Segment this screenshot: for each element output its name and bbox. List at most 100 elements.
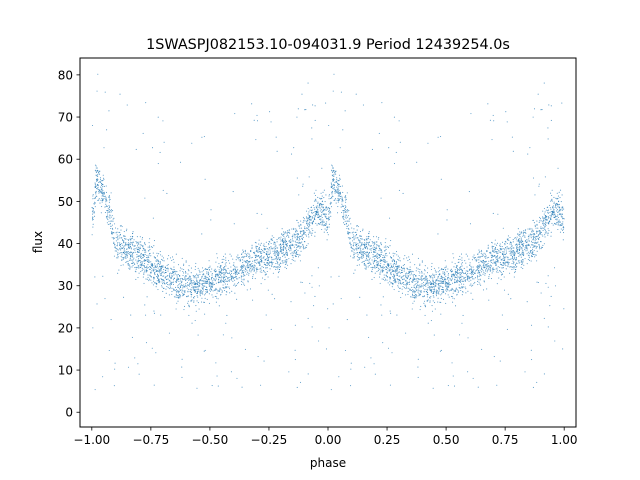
data-point <box>344 220 346 222</box>
data-point <box>529 251 531 253</box>
data-point <box>484 261 486 263</box>
data-point <box>308 215 310 217</box>
data-point <box>120 229 122 231</box>
data-point <box>433 334 435 336</box>
data-point <box>168 276 171 278</box>
data-point <box>396 270 398 272</box>
data-point <box>417 376 419 378</box>
data-point <box>540 109 542 111</box>
data-point <box>193 284 195 286</box>
data-point <box>107 219 109 221</box>
data-point <box>148 278 150 280</box>
data-point <box>548 223 550 225</box>
data-point <box>282 243 285 245</box>
data-point <box>100 199 102 201</box>
data-point <box>136 251 138 253</box>
data-point <box>157 260 159 262</box>
data-point <box>370 251 372 253</box>
data-point <box>349 241 351 243</box>
data-point <box>301 230 303 232</box>
data-point <box>105 185 107 187</box>
data-point <box>290 301 292 303</box>
data-point <box>282 252 284 254</box>
data-point <box>463 278 465 280</box>
data-point <box>164 271 166 274</box>
data-point <box>240 280 242 282</box>
data-point <box>559 209 561 211</box>
data-point <box>511 258 513 260</box>
data-point <box>315 198 317 200</box>
data-point <box>252 299 254 301</box>
data-point <box>97 185 99 187</box>
data-point <box>283 240 285 242</box>
data-point <box>258 239 260 241</box>
data-point <box>160 314 162 316</box>
data-point <box>488 256 490 258</box>
data-point <box>331 197 333 199</box>
data-point <box>256 262 258 264</box>
data-point <box>177 297 180 299</box>
data-point <box>281 228 283 230</box>
data-point <box>424 305 426 307</box>
data-point <box>177 285 179 287</box>
data-point <box>140 252 143 254</box>
data-point <box>332 188 334 190</box>
data-point <box>319 197 321 199</box>
data-point <box>533 246 535 248</box>
data-point <box>509 272 511 274</box>
data-point <box>315 189 317 191</box>
data-point <box>368 265 370 267</box>
data-point <box>359 296 361 298</box>
data-point <box>547 228 549 230</box>
data-point <box>154 265 156 267</box>
data-point <box>351 237 353 239</box>
data-point <box>282 241 284 243</box>
data-point <box>536 223 538 226</box>
data-point <box>489 260 492 262</box>
data-point <box>222 272 224 274</box>
data-point <box>106 205 108 207</box>
data-point <box>156 264 158 266</box>
data-point <box>259 256 261 258</box>
data-point <box>414 287 416 289</box>
data-point <box>500 263 502 265</box>
data-point <box>107 223 109 226</box>
data-point <box>98 181 100 183</box>
data-point <box>303 230 305 232</box>
data-point <box>360 251 362 253</box>
data-point <box>374 267 376 269</box>
data-point <box>499 266 501 268</box>
data-point <box>263 262 265 264</box>
data-point <box>249 288 251 290</box>
data-point <box>329 208 331 210</box>
data-point <box>353 272 355 274</box>
data-point <box>166 264 168 267</box>
data-point <box>196 273 198 275</box>
data-point <box>264 259 266 261</box>
data-point <box>154 273 156 275</box>
data-point <box>355 247 357 249</box>
data-point <box>113 255 115 257</box>
data-point <box>173 296 175 298</box>
data-point <box>149 268 151 271</box>
data-point <box>447 294 449 296</box>
data-point <box>96 167 98 169</box>
data-point <box>173 274 175 276</box>
data-point <box>200 301 203 303</box>
data-point <box>435 280 437 282</box>
data-point <box>547 326 549 328</box>
data-point <box>201 292 203 294</box>
data-point <box>318 218 321 220</box>
data-point <box>412 271 414 273</box>
data-point <box>467 277 469 279</box>
data-point <box>403 287 405 289</box>
data-point <box>201 283 203 285</box>
data-point <box>442 282 444 284</box>
data-point <box>401 277 403 279</box>
data-point <box>115 232 117 234</box>
data-point <box>373 249 375 251</box>
data-point <box>485 255 487 257</box>
data-point <box>562 228 564 230</box>
data-point <box>507 256 509 258</box>
data-point <box>504 243 506 245</box>
